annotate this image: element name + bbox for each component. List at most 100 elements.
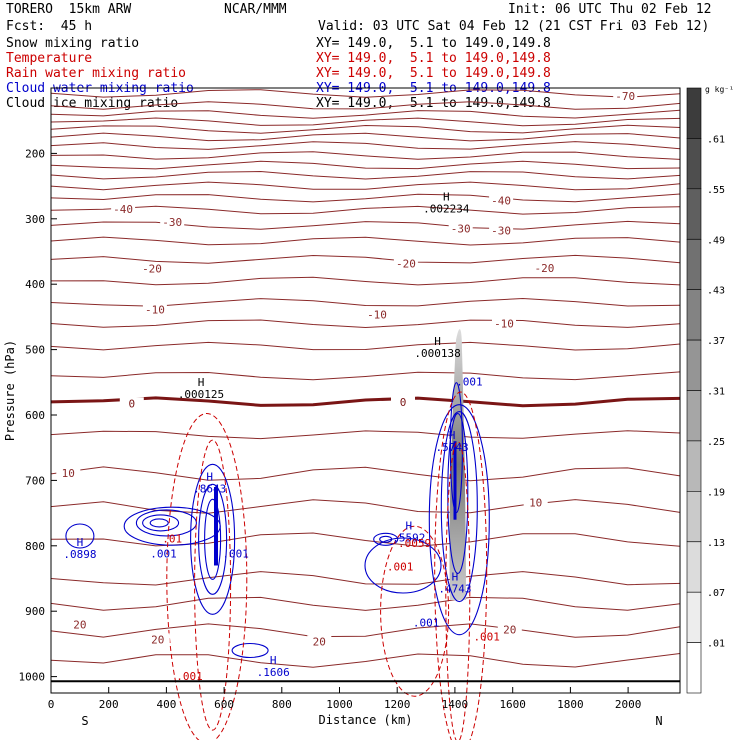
colorbar-tick-label: .19: [707, 487, 725, 498]
y-tick-label: 200: [25, 147, 45, 160]
maximum-marker: H: [434, 335, 441, 348]
isotherm-line: [50, 341, 681, 351]
field-label-rain: Rain water mixing ratio: [6, 66, 187, 81]
contour-value-label: .01: [162, 533, 182, 546]
isotherm-line: [50, 466, 681, 482]
contour-value-label: .001: [222, 548, 249, 561]
maximum-marker: H: [449, 429, 456, 442]
temperature-label-bg: [111, 203, 136, 214]
isotherm-line: [50, 254, 681, 264]
temperature-label: 20: [503, 624, 516, 637]
y-tick-label: 1000: [19, 671, 46, 684]
plot-frame: [50, 87, 681, 694]
temperature-label-bg: [492, 317, 516, 329]
y-tick-label: 900: [25, 605, 45, 618]
isotherm-line: [50, 101, 681, 110]
colorbar-tick-label: .49: [707, 235, 725, 246]
rain-contour: [445, 441, 471, 740]
forecast-hour: Fcst: 45 h: [6, 19, 93, 34]
y-tick-label: 800: [25, 540, 45, 553]
field-xy-rain: XY= 149.0, 5.1 to 149.0,149.8: [316, 66, 551, 81]
cloud-water-contour: [447, 412, 469, 575]
isotherm-line: [50, 596, 681, 611]
contour-value-label: .001: [387, 561, 414, 574]
x-tick-label: 400: [156, 698, 176, 711]
isotherm-line: [50, 653, 681, 668]
cloud-water-contour: [190, 463, 236, 615]
cloud-water-core: [453, 441, 457, 520]
temperature-contours: [50, 89, 681, 668]
temperature-label: 0: [128, 397, 135, 410]
maximum-value: .4743: [438, 583, 471, 596]
colorbar-tick-label: .43: [707, 286, 725, 297]
colorbar-tick-label: .07: [707, 588, 725, 599]
model-title: TORERO 15km ARW: [6, 2, 132, 17]
cloud-water-contour: [198, 483, 228, 595]
temperature-label: -20: [534, 262, 554, 275]
temperature-label-bg: [489, 224, 514, 236]
cloud-water-contour: [364, 537, 442, 594]
colorbar-segment: [686, 490, 702, 542]
plot-border: [50, 87, 681, 694]
colorbar: .61 .55 .49 .43 .37 .31 .25 .19 .13 .07 .01 g kg⁻¹: [686, 85, 734, 694]
temperature-label-bg: [613, 89, 638, 101]
freezing-level-line: [50, 396, 681, 408]
x-axis-label: Distance (km): [319, 713, 413, 727]
isotherm-line: [50, 571, 681, 586]
x-tick-label: 1200: [384, 698, 411, 711]
maximum-marker: H: [452, 571, 459, 584]
colorbar-tick-label: .31: [707, 387, 725, 398]
maximum-value: .0898: [63, 548, 96, 561]
temperature-label-bg: [489, 194, 514, 206]
contour-value-label: .001: [176, 670, 203, 683]
temperature-label-bg: [391, 395, 415, 407]
rain-contour: [194, 439, 232, 731]
cloud-water-contour: [373, 532, 399, 546]
temperature-label-bg: [393, 257, 418, 269]
temperature-label: -70: [615, 90, 635, 103]
temperature-label: 20: [73, 618, 86, 631]
temperature-label: 10: [529, 497, 542, 510]
temperature-label: -10: [145, 304, 165, 317]
contour-value-label: .001: [473, 631, 500, 644]
isotherm-line: [50, 205, 681, 215]
temperature-label-bg: [532, 261, 557, 273]
isotherm-line: [50, 151, 681, 160]
maximum-value: .000138: [414, 347, 460, 360]
field-label-cloud-ice: Cloud ice mixing ratio: [6, 96, 179, 111]
temperature-label: -20: [396, 257, 416, 270]
colorbar-segment: [686, 440, 702, 492]
rain-contour: [166, 413, 248, 740]
colorbar-segment: [686, 642, 702, 694]
temperature-label: -40: [113, 203, 133, 216]
y-axis-label: Pressure (hPa): [3, 340, 17, 441]
temperature-label-bg: [67, 618, 92, 630]
valid-time: Valid: 03 UTC Sat 04 Feb 12 (21 CST Fri …: [318, 19, 710, 34]
maximum-value: .1606: [257, 666, 290, 679]
temperature-label-bg: [119, 397, 144, 409]
y-tick-label: 600: [25, 409, 45, 422]
colorbar-tick-label: .37: [707, 336, 725, 347]
isotherm-line: [50, 499, 681, 514]
temperature-label: -10: [494, 318, 514, 331]
maximum-marker: H: [405, 520, 412, 533]
isotherm-line: [50, 319, 681, 329]
cloud-water-contour: [428, 404, 490, 636]
isotherm-line: [50, 193, 681, 203]
cloud-water-contour: [440, 411, 478, 603]
temperature-label: -30: [162, 216, 182, 229]
organization-title: NCAR/MMM: [224, 2, 287, 17]
temperature-label-bg: [365, 308, 389, 320]
temperature-label-bg: [448, 222, 473, 234]
x-tick-label: 200: [99, 698, 119, 711]
cloud-water-contour: [65, 523, 95, 549]
temperature-label: 20: [151, 633, 164, 646]
rain-contours: [166, 391, 488, 740]
isotherm-line: [50, 181, 681, 191]
temperature-label-bg: [523, 496, 548, 508]
cloud-water-contour: [149, 518, 169, 528]
temperature-label-bg: [56, 467, 81, 479]
temperature-label-bg: [160, 216, 185, 228]
isotherm-line: [50, 170, 681, 180]
